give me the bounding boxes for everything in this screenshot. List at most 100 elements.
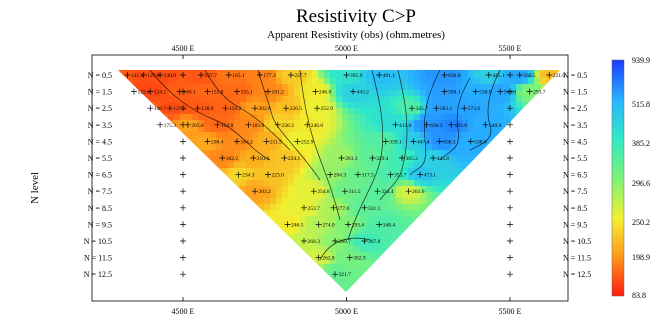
data-point-marker <box>166 105 173 112</box>
heat-cell <box>324 222 331 229</box>
heat-cell <box>288 108 295 115</box>
heat-cell <box>450 264 457 271</box>
heat-cell <box>264 174 271 181</box>
heat-cell <box>354 138 361 145</box>
heat-cell <box>486 192 493 199</box>
heat-cell <box>390 78 397 85</box>
data-point: 246.5 <box>284 221 304 228</box>
heat-cell <box>408 144 415 151</box>
heat-cell <box>276 270 283 277</box>
heat-cell <box>330 108 337 115</box>
heat-cell <box>132 288 139 292</box>
heat-cell <box>450 282 457 289</box>
heat-cell <box>552 240 559 247</box>
heat-cell <box>474 84 481 91</box>
heat-cell <box>528 180 535 187</box>
x-tick-label: 5500 E <box>499 44 522 53</box>
heat-cell <box>150 234 157 241</box>
heat-cell <box>288 246 295 253</box>
heat-cell <box>402 240 409 247</box>
heat-cell <box>252 108 259 115</box>
heat-cell <box>234 72 241 79</box>
heat-cell <box>378 252 385 259</box>
data-point: 252.9 <box>294 138 314 145</box>
heat-cell <box>516 192 523 199</box>
heat-cell <box>354 264 361 271</box>
data-point-label: 246.8 <box>319 90 332 96</box>
heat-cell <box>390 264 397 271</box>
contour-line <box>469 70 501 151</box>
heat-cell <box>282 144 289 151</box>
heat-cell <box>384 96 391 103</box>
heat-cell <box>474 96 481 103</box>
heat-cell <box>264 168 271 175</box>
heat-cell <box>444 210 451 217</box>
heat-cell <box>330 210 337 217</box>
heat-cell <box>138 240 145 247</box>
n-level-label: N = 6.5 <box>563 171 587 180</box>
heat-cell <box>402 120 409 127</box>
heat-cell <box>264 114 271 121</box>
heat-cell <box>150 198 157 205</box>
heat-cell <box>426 120 433 127</box>
heat-cell <box>342 70 349 73</box>
heat-cell <box>162 102 169 109</box>
heat-cell <box>118 102 121 109</box>
heat-cell <box>276 216 283 223</box>
heat-cell <box>222 144 229 151</box>
heat-cell <box>192 216 199 223</box>
station-marker <box>180 238 186 244</box>
heat-cell <box>342 264 349 271</box>
heat-cell <box>138 294 145 301</box>
heat-cell <box>118 258 121 265</box>
heat-cell <box>534 264 541 271</box>
heat-cell <box>300 216 307 223</box>
heat-cell <box>246 174 253 181</box>
heat-cell <box>426 216 433 223</box>
heat-cell <box>300 234 307 241</box>
heat-cell <box>444 180 451 187</box>
heat-cell <box>348 240 355 247</box>
heat-cell <box>384 102 391 109</box>
data-point-label: 329.4 <box>376 156 389 162</box>
heat-cell <box>492 294 499 301</box>
contour-line <box>204 70 291 151</box>
heat-cell <box>330 270 337 277</box>
heat-cell <box>156 288 163 292</box>
heat-cell <box>504 282 511 289</box>
contour-line <box>149 70 271 161</box>
heat-cell <box>120 246 127 253</box>
heat-cell <box>138 264 145 271</box>
heat-cell <box>228 144 235 151</box>
heat-cell <box>210 294 217 301</box>
heat-cell <box>474 132 481 139</box>
heat-cell <box>504 102 511 109</box>
heat-cell <box>360 246 367 253</box>
heat-cell <box>426 144 433 151</box>
heat-cell <box>450 252 457 259</box>
heat-cell <box>288 282 295 289</box>
heat-cell <box>552 180 559 187</box>
station-marker <box>507 155 513 161</box>
heat-cell <box>516 150 523 157</box>
heat-cell <box>264 180 271 187</box>
data-point-marker <box>485 72 492 78</box>
heat-cell <box>432 90 439 97</box>
heat-cell <box>366 246 373 253</box>
heat-cell <box>330 276 337 283</box>
heat-cell <box>504 192 511 199</box>
heat-cell <box>396 204 403 211</box>
n-level-label: N = 8.5 <box>88 204 112 213</box>
heat-cell <box>444 162 451 169</box>
heat-cell <box>216 240 223 247</box>
heat-cell <box>492 222 499 229</box>
heat-cell <box>276 144 283 151</box>
heat-cell <box>552 192 559 199</box>
heat-cell <box>222 288 229 292</box>
heat-cell <box>456 258 463 265</box>
heat-cell <box>204 102 211 109</box>
heat-cell <box>522 198 529 205</box>
heat-cell <box>546 204 553 211</box>
heat-cell <box>450 270 457 277</box>
heat-cell <box>118 282 121 289</box>
